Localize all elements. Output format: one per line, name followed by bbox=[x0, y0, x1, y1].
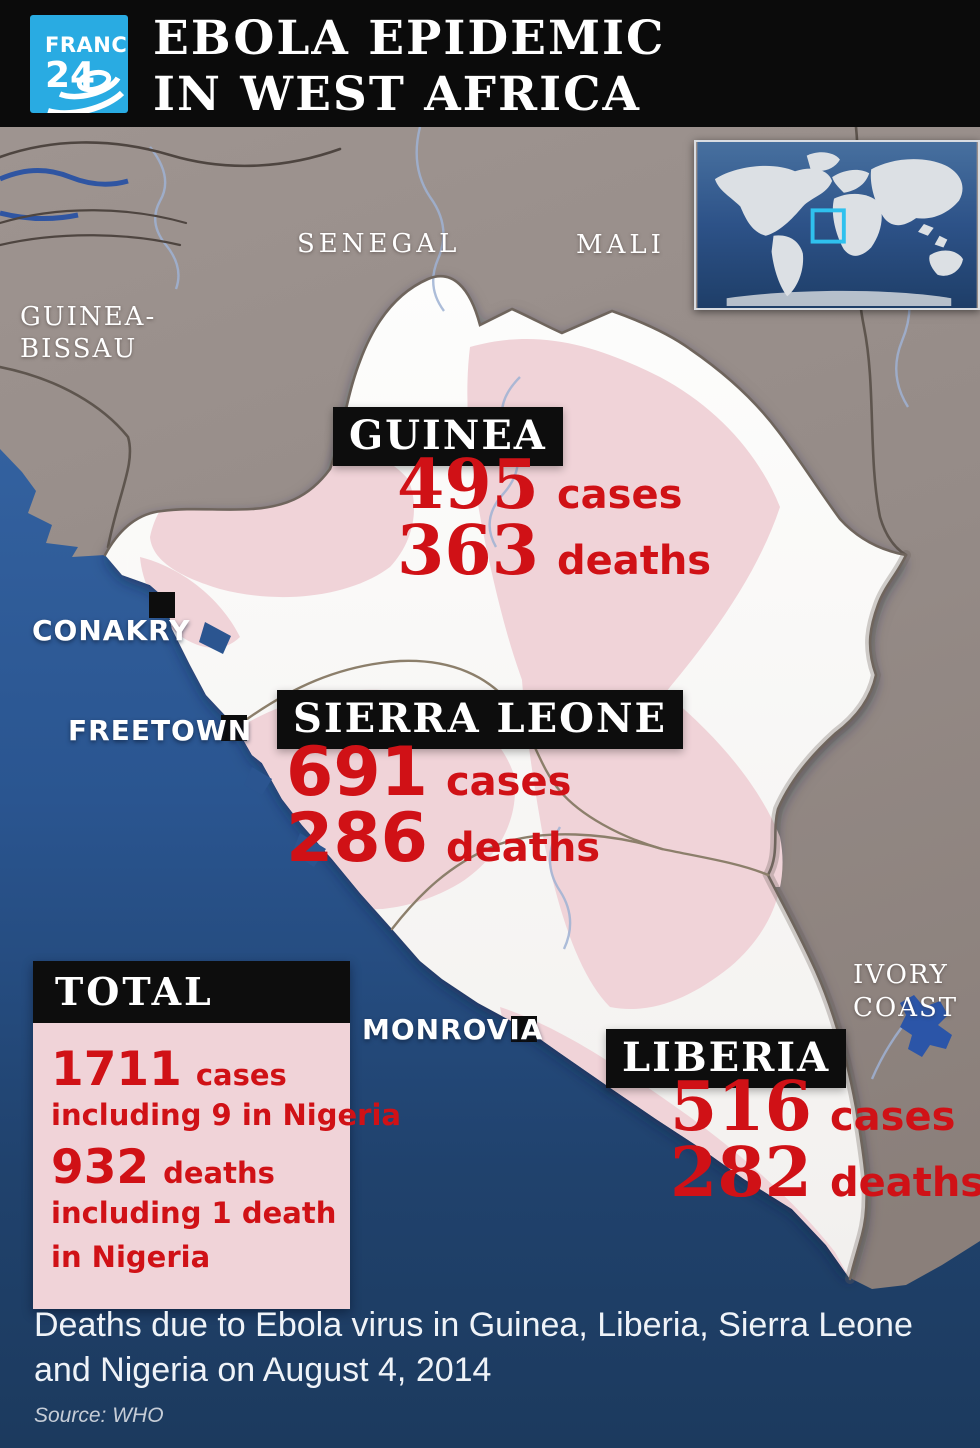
sierra-leone-cases-value: 691 bbox=[286, 733, 428, 812]
liberia-deaths-value: 282 bbox=[670, 1133, 812, 1213]
title-line2: IN WEST AFRICA bbox=[153, 67, 641, 122]
france24-logo: FRANCE 24 bbox=[30, 15, 128, 113]
source-credit: Source: WHO bbox=[34, 1404, 164, 1427]
world-locator-inset bbox=[694, 140, 980, 310]
total-cases-label: cases bbox=[195, 1058, 287, 1092]
major-river bbox=[0, 167, 129, 222]
continents bbox=[714, 152, 963, 307]
stats-guinea: 495 cases 363 deaths bbox=[397, 445, 712, 591]
locator-highlight-box bbox=[810, 208, 846, 244]
logo-swirl-icon bbox=[47, 69, 125, 113]
total-cases-value: 1711 bbox=[51, 1042, 182, 1097]
label-senegal: SENEGAL bbox=[297, 229, 461, 259]
total-body: 1711 cases including 9 in Nigeria 932 de… bbox=[33, 1023, 401, 1309]
header-bar: FRANCE 24 EBOLA EPIDEMIC IN WEST AFRICA bbox=[0, 0, 980, 127]
total-box: TOTAL 1711 cases including 9 in Nigeria … bbox=[33, 961, 401, 1309]
estuaries bbox=[199, 622, 326, 867]
city-label-conakry: CONAKRY bbox=[32, 614, 191, 647]
monrovia-marker-square bbox=[511, 1016, 537, 1042]
tag-guinea: GUINEA bbox=[333, 407, 563, 466]
tag-sierra-leone: SIERRA LEONE bbox=[277, 690, 684, 749]
guinea-cases-value: 495 bbox=[397, 445, 539, 525]
stats-sierra-leone: 691 cases 286 deaths bbox=[286, 733, 601, 878]
total-title: TOTAL bbox=[33, 961, 350, 1023]
total-deaths-label: deaths bbox=[163, 1156, 275, 1190]
world-map bbox=[697, 142, 977, 308]
caption-line1: Deaths due to Ebola virus in Guinea, Lib… bbox=[34, 1306, 913, 1344]
total-deaths-value: 932 bbox=[51, 1140, 150, 1195]
label-guinea-bissau: GUINEA- BISSAU bbox=[20, 302, 157, 364]
logo-text-france: FRANCE bbox=[45, 33, 128, 57]
stats-liberia: 516 cases 282 deaths bbox=[670, 1067, 980, 1213]
title-line1: EBOLA EPIDEMIC bbox=[153, 11, 666, 66]
label-mali: MALI bbox=[576, 230, 665, 260]
caption: Deaths due to Ebola virus in Guinea, Lib… bbox=[34, 1303, 954, 1393]
guinea-cases-label: cases bbox=[556, 472, 683, 518]
liberia-cases-label: cases bbox=[829, 1094, 956, 1140]
caption-line2: and Nigeria on August 4, 2014 bbox=[34, 1351, 492, 1389]
freetown-marker-square bbox=[221, 715, 247, 741]
guinea-deaths-label: deaths bbox=[556, 538, 712, 584]
ivory-coast-lake bbox=[900, 995, 952, 1057]
conakry-marker-square bbox=[149, 592, 175, 618]
sierra-leone-deaths-value: 286 bbox=[286, 799, 428, 878]
total-cases-note: including 9 in Nigeria bbox=[51, 1098, 401, 1132]
liberia-cases-value: 516 bbox=[670, 1067, 812, 1147]
page-title: EBOLA EPIDEMIC IN WEST AFRICA bbox=[153, 11, 665, 123]
city-label-freetown: FREETOWN bbox=[68, 714, 253, 747]
liberia-deaths-label: deaths bbox=[829, 1160, 980, 1206]
tag-liberia: LIBERIA bbox=[606, 1029, 847, 1088]
sierra-leone-cases-label: cases bbox=[445, 759, 572, 805]
label-ivory-coast: IVORY COAST bbox=[853, 960, 959, 1023]
guinea-deaths-value: 363 bbox=[397, 511, 539, 591]
total-deaths-note-line1: including 1 death bbox=[51, 1196, 337, 1230]
sierra-leone-deaths-label: deaths bbox=[445, 825, 601, 871]
city-label-monrovia: MONROVIA bbox=[362, 1013, 544, 1046]
total-deaths-note-line2: in Nigeria bbox=[51, 1240, 211, 1274]
